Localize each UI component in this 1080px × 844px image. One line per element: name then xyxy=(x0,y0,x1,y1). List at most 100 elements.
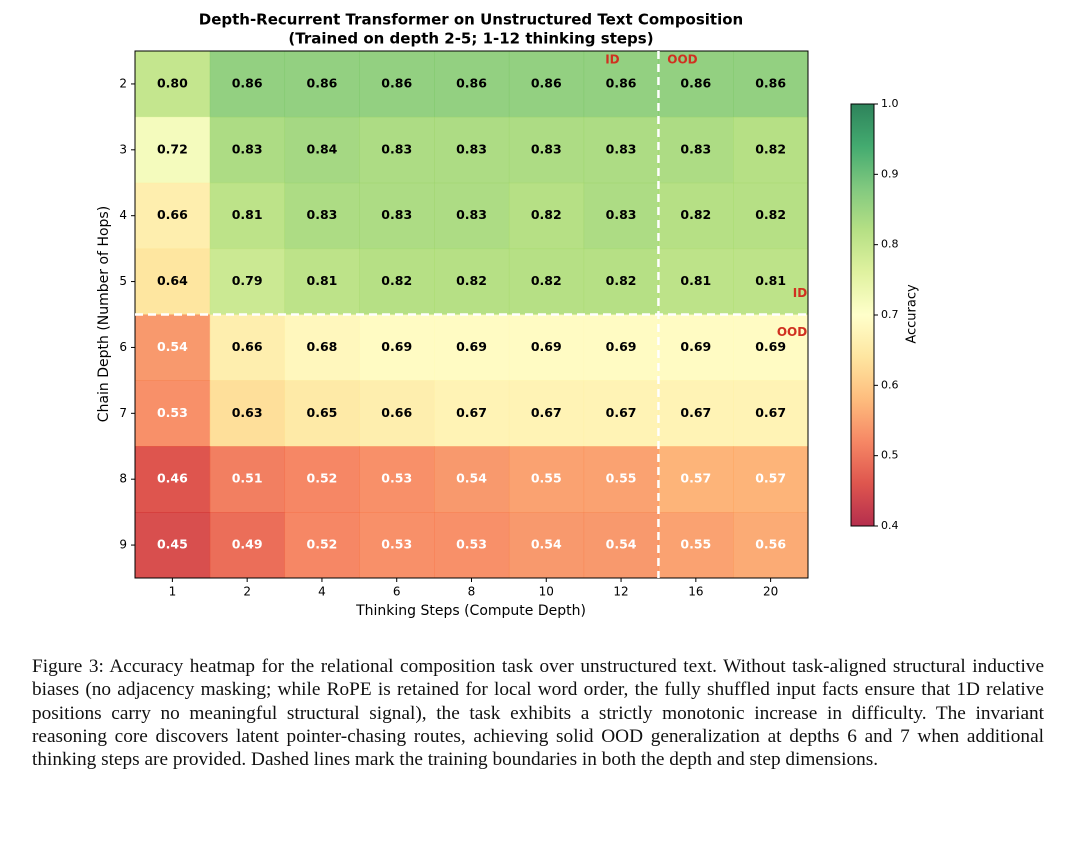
heatmap-cell xyxy=(209,248,286,315)
cell-label: 0.66 xyxy=(232,339,263,354)
cell-label: 0.69 xyxy=(381,339,412,354)
cell-label: 0.81 xyxy=(680,273,711,288)
heatmap-cell xyxy=(284,512,360,579)
heatmap-cell xyxy=(733,116,809,184)
cell-label: 0.83 xyxy=(381,207,412,222)
heatmap-cell xyxy=(209,182,286,250)
region-annotation: OOD xyxy=(777,325,807,339)
heatmap-cell xyxy=(209,446,286,513)
y-axis-label: Chain Depth (Number of Hops) xyxy=(96,206,112,422)
heatmap-cell xyxy=(658,248,734,315)
cell-label: 0.83 xyxy=(232,141,263,156)
cell-label: 0.49 xyxy=(232,537,263,552)
heatmap-cell xyxy=(284,248,360,315)
heatmap-cell xyxy=(508,446,585,513)
heatmap-cell xyxy=(209,512,286,579)
heatmap-cell xyxy=(434,314,510,381)
colorbar-tick-label: 0.4 xyxy=(881,519,899,532)
heatmap-cell xyxy=(733,512,809,579)
heatmap-cell xyxy=(359,182,435,250)
heatmap-cell xyxy=(508,116,585,184)
x-tick-label: 6 xyxy=(393,585,401,599)
cell-label: 0.56 xyxy=(755,537,786,552)
cell-label: 0.68 xyxy=(307,339,338,354)
cell-label: 0.82 xyxy=(381,273,412,288)
cell-label: 0.67 xyxy=(755,405,786,420)
x-axis-label: Thinking Steps (Compute Depth) xyxy=(355,603,586,619)
heatmap-cell xyxy=(658,182,734,250)
colorbar-tick-label: 0.9 xyxy=(881,167,899,180)
cell-label: 0.57 xyxy=(680,471,711,486)
heatmap-cell xyxy=(583,446,659,513)
cell-label: 0.54 xyxy=(531,537,562,552)
figure-caption: Figure 3: Accuracy heatmap for the relat… xyxy=(32,656,1044,771)
cell-label: 0.82 xyxy=(456,273,487,288)
heatmap-cell xyxy=(434,51,510,118)
heatmap-cell xyxy=(434,446,510,513)
heatmap-cell xyxy=(359,380,435,447)
heatmap-cell xyxy=(658,314,734,381)
heatmap-cell xyxy=(434,116,510,184)
cell-label: 0.82 xyxy=(680,207,711,222)
region-annotation: ID xyxy=(793,286,807,300)
cell-label: 0.67 xyxy=(531,405,562,420)
colorbar-tick-label: 0.6 xyxy=(881,378,899,391)
y-tick-label: 3 xyxy=(119,142,127,156)
colorbar xyxy=(850,103,875,527)
heatmap-cell xyxy=(508,314,585,381)
heatmap-cell xyxy=(733,380,809,447)
cell-label: 0.86 xyxy=(606,75,637,90)
cell-label: 0.66 xyxy=(381,405,412,420)
cell-label: 0.63 xyxy=(232,405,263,420)
cell-label: 0.86 xyxy=(232,75,263,90)
heatmap-cell xyxy=(284,446,360,513)
y-tick-label: 4 xyxy=(119,208,127,222)
heatmap-cell xyxy=(359,446,435,513)
heatmap-cell xyxy=(733,314,809,381)
colorbar-tick-label: 1.0 xyxy=(881,97,899,110)
heatmap-cell xyxy=(583,51,659,118)
cell-label: 0.82 xyxy=(755,207,786,222)
heatmap-cell xyxy=(583,380,659,447)
cell-label: 0.83 xyxy=(606,207,637,222)
cell-label: 0.52 xyxy=(307,471,338,486)
cell-label: 0.67 xyxy=(606,405,637,420)
cell-label: 0.82 xyxy=(755,141,786,156)
colorbar-tick-label: 0.5 xyxy=(881,449,899,462)
cell-label: 0.86 xyxy=(307,75,338,90)
heatmap-cell xyxy=(583,314,659,381)
heatmap-cell xyxy=(135,380,211,447)
cell-label: 0.55 xyxy=(680,537,711,552)
y-tick-label: 2 xyxy=(119,76,127,90)
cell-label: 0.83 xyxy=(456,141,487,156)
cell-label: 0.80 xyxy=(157,75,188,90)
colorbar-label: Accuracy xyxy=(905,284,920,344)
heatmap-cell xyxy=(733,51,809,118)
heatmap-cell xyxy=(658,446,734,513)
cell-label: 0.86 xyxy=(680,75,711,90)
cell-label: 0.83 xyxy=(381,141,412,156)
heatmap-cell xyxy=(135,446,211,513)
cell-label: 0.69 xyxy=(680,339,711,354)
heatmap-cell xyxy=(284,116,360,184)
heatmap-cell xyxy=(359,116,435,184)
cell-label: 0.54 xyxy=(456,471,487,486)
cell-label: 0.54 xyxy=(606,537,637,552)
cell-label: 0.55 xyxy=(606,471,637,486)
region-annotation: OOD xyxy=(667,53,697,67)
cell-label: 0.83 xyxy=(456,207,487,222)
heatmap-cell xyxy=(583,116,659,184)
heatmap-cell xyxy=(583,512,659,579)
heatmap-cell xyxy=(135,182,211,250)
heatmap-cell xyxy=(434,512,510,579)
cell-label: 0.55 xyxy=(531,471,562,486)
cell-label: 0.84 xyxy=(307,141,338,156)
cell-label: 0.69 xyxy=(606,339,637,354)
heatmap-cell xyxy=(658,380,734,447)
cell-label: 0.67 xyxy=(456,405,487,420)
cell-label: 0.57 xyxy=(755,471,786,486)
cell-label: 0.52 xyxy=(307,537,338,552)
cell-label: 0.53 xyxy=(381,537,412,552)
y-tick-label: 5 xyxy=(119,274,127,288)
